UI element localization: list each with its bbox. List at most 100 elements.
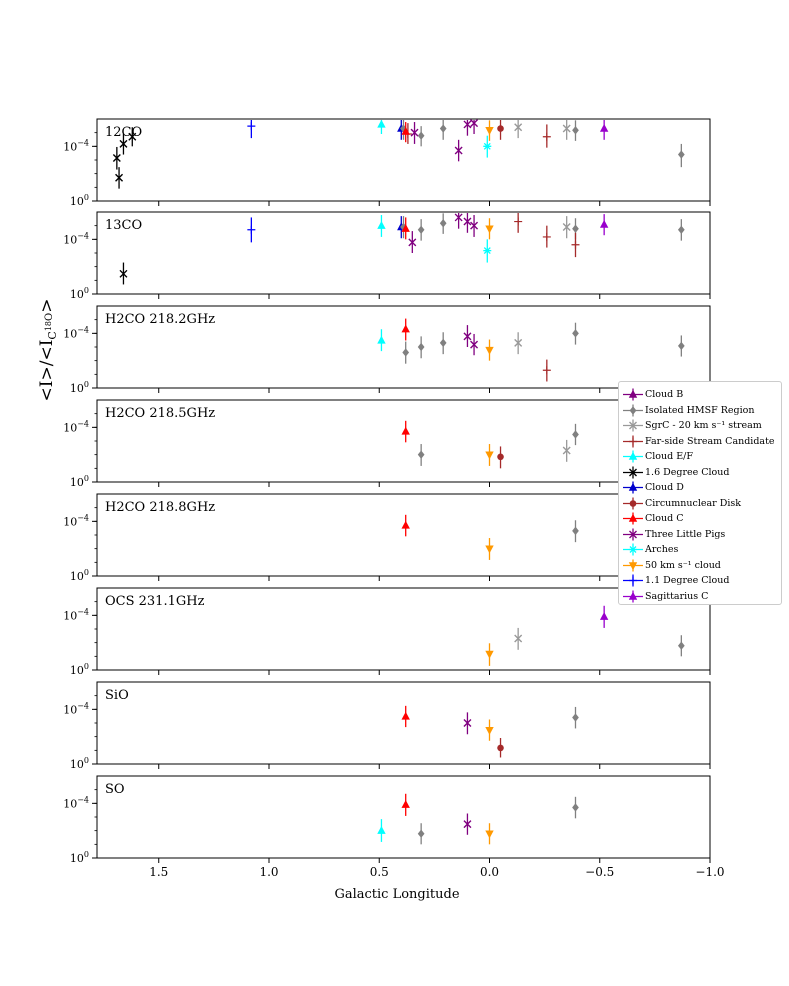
legend-label: Cloud E/F <box>645 451 693 462</box>
point-marker <box>470 340 479 349</box>
data-point <box>417 219 425 241</box>
point-marker <box>497 744 504 752</box>
point-marker <box>599 219 609 228</box>
point-marker <box>677 225 685 234</box>
y-tick-label: 10−4 <box>63 231 89 246</box>
data-point <box>463 213 472 233</box>
point-marker <box>485 830 494 839</box>
legend-marker <box>628 591 638 600</box>
legend-item: SgrC - 20 km s⁻¹ stream <box>619 418 783 433</box>
y-tick-label: 10−4 <box>63 607 89 622</box>
legend-swatch <box>623 435 643 447</box>
point-marker <box>401 711 410 720</box>
data-point <box>514 627 523 650</box>
y-tick-label: 100 <box>70 850 89 865</box>
point-marker <box>463 217 472 226</box>
point-marker <box>572 526 579 536</box>
data-point <box>485 218 494 240</box>
panel-6: SiO 100 10−4 <box>63 681 711 771</box>
legend-item: 1.1 Degree Cloud <box>619 573 783 588</box>
data-point <box>417 336 425 359</box>
point-marker <box>112 154 121 162</box>
point-marker <box>247 225 256 234</box>
panel-frame <box>96 681 711 765</box>
data-point <box>485 444 494 466</box>
legend-item: Cloud C <box>619 511 783 526</box>
data-point <box>562 216 571 239</box>
legend: Cloud B Isolated HMSF Region SgrC - 20 km … <box>618 381 782 605</box>
legend-item: Isolated HMSF Region <box>619 403 783 418</box>
point-marker <box>401 520 410 529</box>
point-marker <box>119 269 128 278</box>
data-point <box>677 335 685 357</box>
panel-label: 13CO <box>105 218 142 233</box>
data-point <box>572 796 579 819</box>
legend-label: Circumnuclear Disk <box>645 497 742 509</box>
x-axis-label: Galactic Longitude <box>334 887 459 902</box>
point-marker <box>562 222 571 231</box>
legend-marker <box>629 405 637 415</box>
panel-label: OCS 231.1GHz <box>105 594 205 609</box>
point-marker <box>677 341 685 351</box>
data-point <box>470 333 479 356</box>
point-marker <box>571 240 580 249</box>
point-marker <box>485 127 494 135</box>
point-marker <box>119 139 128 148</box>
data-point <box>402 341 410 364</box>
point-marker <box>401 223 410 232</box>
point-marker <box>542 132 551 141</box>
legend-swatch <box>623 590 643 602</box>
point-marker <box>599 123 609 132</box>
data-point <box>401 793 410 816</box>
data-point <box>417 126 425 147</box>
data-point <box>599 214 609 236</box>
legend-label: Cloud C <box>645 513 684 524</box>
data-point <box>401 420 410 443</box>
point-marker <box>572 224 579 233</box>
y-axis-label: <I>/<IC18O> <box>37 299 59 402</box>
point-marker <box>247 122 256 131</box>
data-point <box>408 231 417 253</box>
point-marker <box>677 150 685 159</box>
panel-7: SO 100 10−4 <box>63 775 711 865</box>
data-point <box>410 122 419 144</box>
data-point <box>417 444 425 466</box>
point-marker <box>485 650 494 659</box>
data-point <box>562 120 571 140</box>
y-tick-label: 10−4 <box>63 419 89 434</box>
data-point <box>463 712 472 735</box>
data-point <box>401 514 410 537</box>
panel-3: H2CO 218.5GHz 100 10−4 <box>63 399 711 489</box>
point-marker <box>417 131 425 140</box>
data-point <box>439 332 447 355</box>
panel-2: H2CO 218.2GHz 100 10−4 <box>63 305 711 395</box>
data-point <box>247 120 256 139</box>
point-marker <box>470 119 479 128</box>
point-marker <box>514 634 523 643</box>
data-point <box>128 127 137 147</box>
data-point <box>485 823 494 845</box>
point-marker <box>401 799 410 808</box>
x-tick-label: 0.5 <box>370 865 389 879</box>
point-marker <box>514 123 523 132</box>
point-marker <box>463 120 472 129</box>
point-marker <box>485 545 494 554</box>
data-point <box>112 146 121 170</box>
data-point <box>485 120 494 141</box>
y-tick-label: 100 <box>70 662 89 677</box>
point-marker <box>408 238 417 247</box>
data-point <box>463 813 472 835</box>
data-point <box>377 215 386 237</box>
data-point <box>119 133 128 155</box>
legend-marker <box>628 513 638 522</box>
data-point <box>677 143 685 168</box>
point-marker <box>410 128 419 137</box>
point-marker <box>454 146 463 155</box>
legend-swatch <box>623 574 643 587</box>
point-marker <box>402 348 410 357</box>
point-marker <box>115 173 124 182</box>
point-marker <box>377 335 386 344</box>
legend-marker <box>628 451 638 460</box>
point-marker <box>483 247 492 255</box>
data-point <box>485 643 494 666</box>
